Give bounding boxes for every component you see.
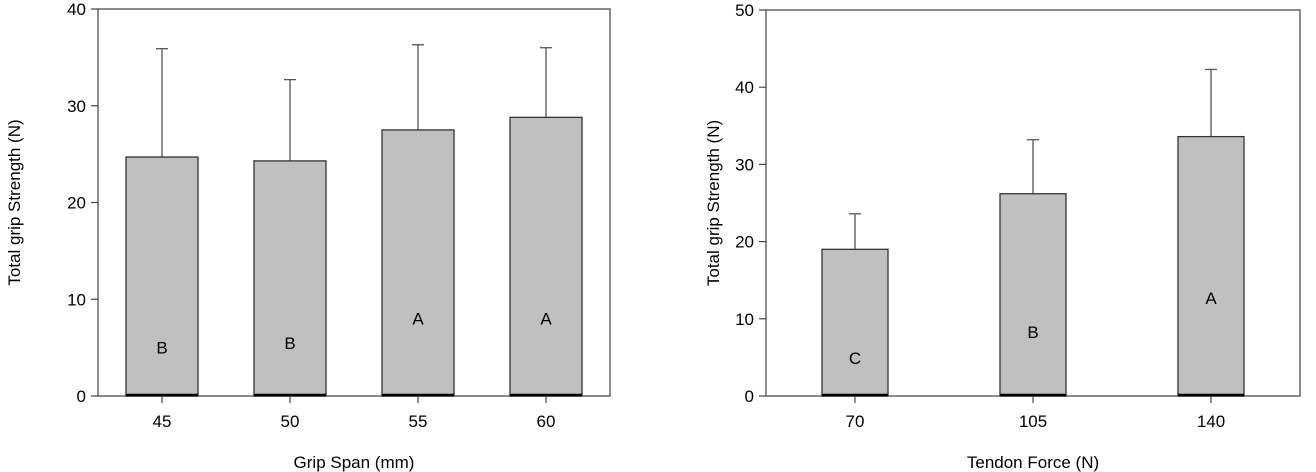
group-label: B [1027,323,1038,342]
bar-55 [381,129,455,397]
x-axis-title: Grip Span (mm) [294,453,415,472]
x-tick-label: 105 [1019,412,1047,431]
y-tick-label: 30 [67,97,86,116]
y-tick-label: 20 [67,194,86,213]
bar-140 [1177,135,1245,397]
x-tick-label: 60 [537,412,556,431]
y-tick-label: 40 [735,78,754,97]
x-tick-label: 50 [281,412,300,431]
x-tick-label: 140 [1197,412,1225,431]
group-label: A [1205,289,1217,308]
group-label: A [412,310,424,329]
x-tick-label: 70 [846,412,865,431]
y-axis-title: Total grip Strength (N) [704,120,723,286]
y-tick-label: 0 [745,387,754,406]
y-axis-title: Total grip Strength (N) [5,119,24,285]
y-tick-label: 40 [67,0,86,19]
y-tick-label: 50 [735,1,754,20]
bar-45 [125,156,199,397]
y-tick-label: 30 [735,155,754,174]
x-tick-label: 55 [409,412,428,431]
bar-105 [999,193,1067,397]
group-label: A [540,310,552,329]
group-label: B [284,334,295,353]
y-tick-label: 10 [735,310,754,329]
chart-panel-2: 0 10 20 30 40 50 C 70 B 105 A 140 Tendon Force (N) To… [704,1,1301,472]
bar-60 [509,116,583,397]
group-label: B [156,339,167,358]
x-axis-title: Tendon Force (N) [967,453,1099,472]
group-label: C [849,349,861,368]
y-tick-label: 0 [77,387,86,406]
chart-panel-1: 0 10 20 30 40 B 45 B 50 A 55 A 60 Grip Span (mm) Total… [5,0,611,472]
y-tick-label: 10 [67,290,86,309]
bar-50 [253,160,327,397]
x-tick-label: 45 [153,412,172,431]
bar-70 [821,248,889,397]
y-tick-label: 20 [735,233,754,252]
